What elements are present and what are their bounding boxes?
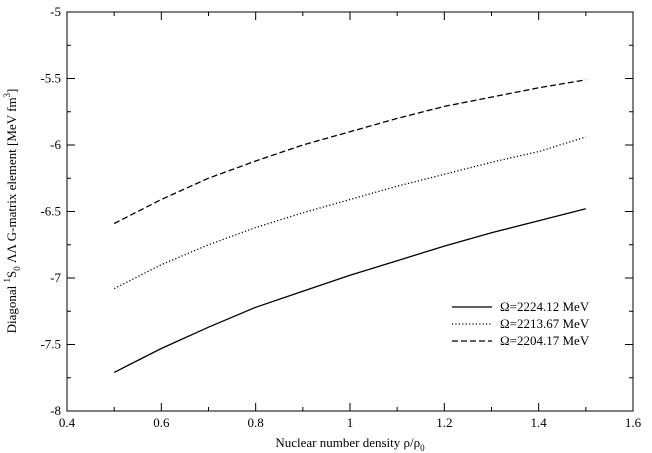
x-axis-title: Nuclear number density ρ/ρ0 [275, 435, 425, 453]
x-tick-label: 0.8 [248, 415, 264, 430]
legend: Ω=2224.12 MeV Ω=2213.67 MeV Ω=2204.17 MeV [452, 299, 590, 348]
series-layer [113, 79, 586, 373]
x-tick-label: 1 [347, 415, 354, 430]
y-axis-ticks: -8 -7.5 -7 -6.5 -6 -5.5 -5 [40, 4, 633, 418]
y-tick-label: -7.5 [40, 337, 61, 352]
x-tick-label: 0.6 [153, 415, 170, 430]
x-tick-label: 0.4 [59, 415, 76, 430]
series-line-dashed [113, 79, 586, 225]
legend-label: Ω=2224.12 MeV [500, 299, 590, 314]
y-tick-label: -6 [50, 137, 61, 152]
x-tick-label: 1.2 [436, 415, 452, 430]
y-tick-label: -7 [50, 270, 61, 285]
y-axis-title: Diagonal 1S0 ΛΛ G-matrix element [MeV fm… [2, 89, 22, 334]
plot-frame [66, 11, 634, 412]
legend-label: Ω=2204.17 MeV [500, 333, 590, 348]
series-line-dotted [113, 136, 586, 290]
y-tick-label: -6.5 [40, 204, 61, 219]
x-tick-label: 1.6 [625, 415, 642, 430]
legend-label: Ω=2213.67 MeV [500, 316, 590, 331]
series-line-solid [113, 208, 586, 373]
y-tick-label: -5 [50, 4, 61, 19]
y-tick-label: -5.5 [40, 71, 61, 86]
y-tick-label: -8 [50, 403, 61, 418]
x-axis-ticks: 0.4 0.6 0.8 1 1.2 1.4 1.6 [59, 12, 642, 430]
x-tick-label: 1.4 [531, 415, 548, 430]
